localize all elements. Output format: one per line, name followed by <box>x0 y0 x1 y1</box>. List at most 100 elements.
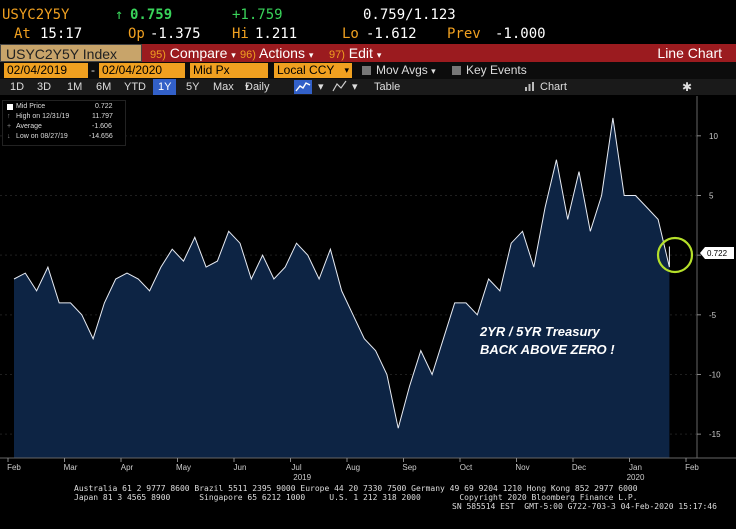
x-tick-label: Aug <box>346 463 360 472</box>
price-area <box>14 117 670 459</box>
x-year-label: 2019 <box>293 473 311 480</box>
end-date-field[interactable]: 02/04/2020 <box>99 63 185 78</box>
legend-high-label: High on 12/31/19 <box>16 113 70 120</box>
compare-dropdown-icon: ▾ <box>231 50 236 60</box>
actions-menu-number: 96) <box>240 49 256 61</box>
x-tick-label: Oct <box>460 463 473 472</box>
x-tick-label: Feb <box>7 463 21 472</box>
frequency-chevron-icon: ▾ <box>245 82 250 91</box>
draw-tool-icon[interactable] <box>332 79 348 95</box>
period-max-button[interactable]: Max <box>213 81 234 93</box>
currency-selector[interactable]: Local CCY ▾ <box>274 63 352 78</box>
y-tick-label: 5 <box>709 191 714 200</box>
chart-area[interactable]: 1050-5-10-15 FebMarAprMayJunJulAugSepOct… <box>0 96 736 482</box>
x-tick-label: Nov <box>515 463 529 472</box>
period-6m-button[interactable]: 6M <box>96 81 112 93</box>
actions-menu[interactable]: 96) Actions ▾ <box>240 44 313 62</box>
x-axis: Feb Mar Apr May Jun Jul Aug Sep Oct Nov Dec Jan Feb 2… <box>0 457 736 482</box>
bid-ask: 0.759/1.123 <box>363 7 456 23</box>
period-ytd-button[interactable]: YTD <box>124 81 146 93</box>
period-1d-button[interactable]: 1D <box>10 81 25 93</box>
annotation-line-1: 2YR / 5YR Treasury <box>479 324 600 339</box>
line-chart-mode-icon[interactable] <box>294 80 312 94</box>
field-selector[interactable]: Mid Px <box>190 63 268 78</box>
legend-high-marker-icon: ↑ <box>7 113 11 120</box>
x-tick-label: Jul <box>291 463 301 472</box>
legend-low-label: Low on 08/27/19 <box>16 133 68 140</box>
chart-content-icon <box>525 82 534 91</box>
line-chart[interactable]: 1050-5-10-15 FebMarAprMayJunJulAugSepOct… <box>0 96 736 482</box>
legend-mid-label: Mid Price <box>16 103 46 110</box>
legend-high-value: 11.797 <box>92 113 113 120</box>
x-year-label: 2020 <box>627 473 645 480</box>
legend-low-value: -14.656 <box>89 133 113 140</box>
y-tick-label: -10 <box>709 370 721 379</box>
high-value: 1.211 <box>255 26 298 42</box>
y-axis: 1050-5-10-15 <box>696 96 721 458</box>
x-tick-label: May <box>176 463 191 472</box>
period-row: 1D 3D 1M 6M YTD 1Y 5Y Max Daily ▾ ▾ ▾ Ta… <box>0 79 736 109</box>
legend-avg-label: Average <box>16 123 42 130</box>
period-1m-button[interactable]: 1M <box>67 81 83 93</box>
legend-low-marker-icon: ↓ <box>7 133 11 140</box>
quote-time: 15:17 <box>40 26 83 42</box>
period-3d-button[interactable]: 3D <box>37 81 52 93</box>
x-tick-label: Jan <box>629 463 642 472</box>
x-tick-label: Apr <box>121 463 134 472</box>
legend-mid-swatch-icon <box>7 104 13 112</box>
y-tick-label: -15 <box>709 430 721 439</box>
x-tick-label: Dec <box>572 463 586 472</box>
mov-avgs-checkbox-icon <box>362 66 371 75</box>
chart-type-label: Line Chart <box>657 45 722 61</box>
edit-menu-number: 97) <box>329 49 345 61</box>
key-events-toggle[interactable]: Key Events <box>452 62 527 79</box>
footer-contacts-line-1: Australia 61 2 9777 8600 Brazil 5511 239… <box>74 484 638 493</box>
edit-menu-label: Edit <box>348 45 373 61</box>
chart-legend[interactable]: Mid Price 0.722 ↑ High on 12/31/19 11.79… <box>2 100 126 146</box>
chevron-down-icon: ▾ <box>344 65 349 75</box>
at-label: At <box>14 26 31 42</box>
gear-icon[interactable]: ✱ <box>682 80 693 94</box>
ticker-symbol[interactable]: USYC2Y5Y <box>2 7 70 23</box>
security-field[interactable]: USYC2Y5Y Index <box>0 44 142 62</box>
x-tick-label: Sep <box>402 463 417 472</box>
edit-menu[interactable]: 97) Edit ▾ <box>329 44 381 62</box>
table-button[interactable]: Table <box>374 81 401 93</box>
mov-avgs-toggle[interactable]: Mov Avgs ▾ <box>362 62 436 80</box>
period-1y-button[interactable]: 1Y <box>153 79 177 95</box>
x-tick-label: Mar <box>64 463 78 472</box>
compare-menu[interactable]: 95) Compare ▾ <box>150 44 236 62</box>
actions-menu-label: Actions <box>259 45 305 61</box>
footer-contacts-line-2: Japan 81 3 4565 8900 Singapore 65 6212 1… <box>74 493 638 502</box>
edit-dropdown-icon: ▾ <box>376 50 382 60</box>
chart-content-button[interactable]: Chart Content <box>524 79 579 109</box>
mov-avgs-dropdown-icon: ▾ <box>431 66 436 76</box>
legend-avg-value: -1.606 <box>92 123 112 130</box>
line-style-dropdown-icon[interactable]: ▾ <box>318 81 324 93</box>
start-date-field[interactable]: 02/04/2019 <box>4 63 88 78</box>
annotation-line-2: BACK ABOVE ZERO ! <box>480 342 615 357</box>
key-events-label: Key Events <box>466 63 527 77</box>
draw-tool-dropdown-icon[interactable]: ▾ <box>352 81 358 93</box>
date-range-separator: - <box>91 63 95 77</box>
footer-session-info: SN 585514 EST GMT-5:00 G722-703-3 04-Feb… <box>452 502 717 511</box>
last-price: 0.759 <box>130 7 173 23</box>
last-value-text: 0.722 <box>707 249 728 258</box>
quote-header: USYC2Y5Y ↑ 0.759 +1.759 0.759/1.123 At 1… <box>0 0 736 44</box>
y-tick-label: 10 <box>709 132 718 141</box>
frequency-label: Daily <box>245 81 270 93</box>
y-tick-label: -5 <box>709 311 717 320</box>
price-line <box>13 117 670 429</box>
controls-row: 02/04/2019 - 02/04/2020 Mid Px Local CCY… <box>0 62 736 79</box>
price-up-arrow-icon: ↑ <box>115 7 124 23</box>
title-bar: USYC2Y5Y Index 95) Compare ▾ 96) Actions… <box>0 44 736 62</box>
open-label: Op <box>128 26 145 42</box>
low-value: -1.612 <box>366 26 417 42</box>
period-5y-button[interactable]: 5Y <box>186 81 200 93</box>
low-label: Lo <box>342 26 359 42</box>
open-value: -1.375 <box>150 26 201 42</box>
compare-menu-label: Compare <box>169 45 228 61</box>
key-events-checkbox-icon <box>452 66 461 75</box>
currency-value: Local CCY <box>277 63 335 77</box>
net-change: +1.759 <box>232 7 283 23</box>
